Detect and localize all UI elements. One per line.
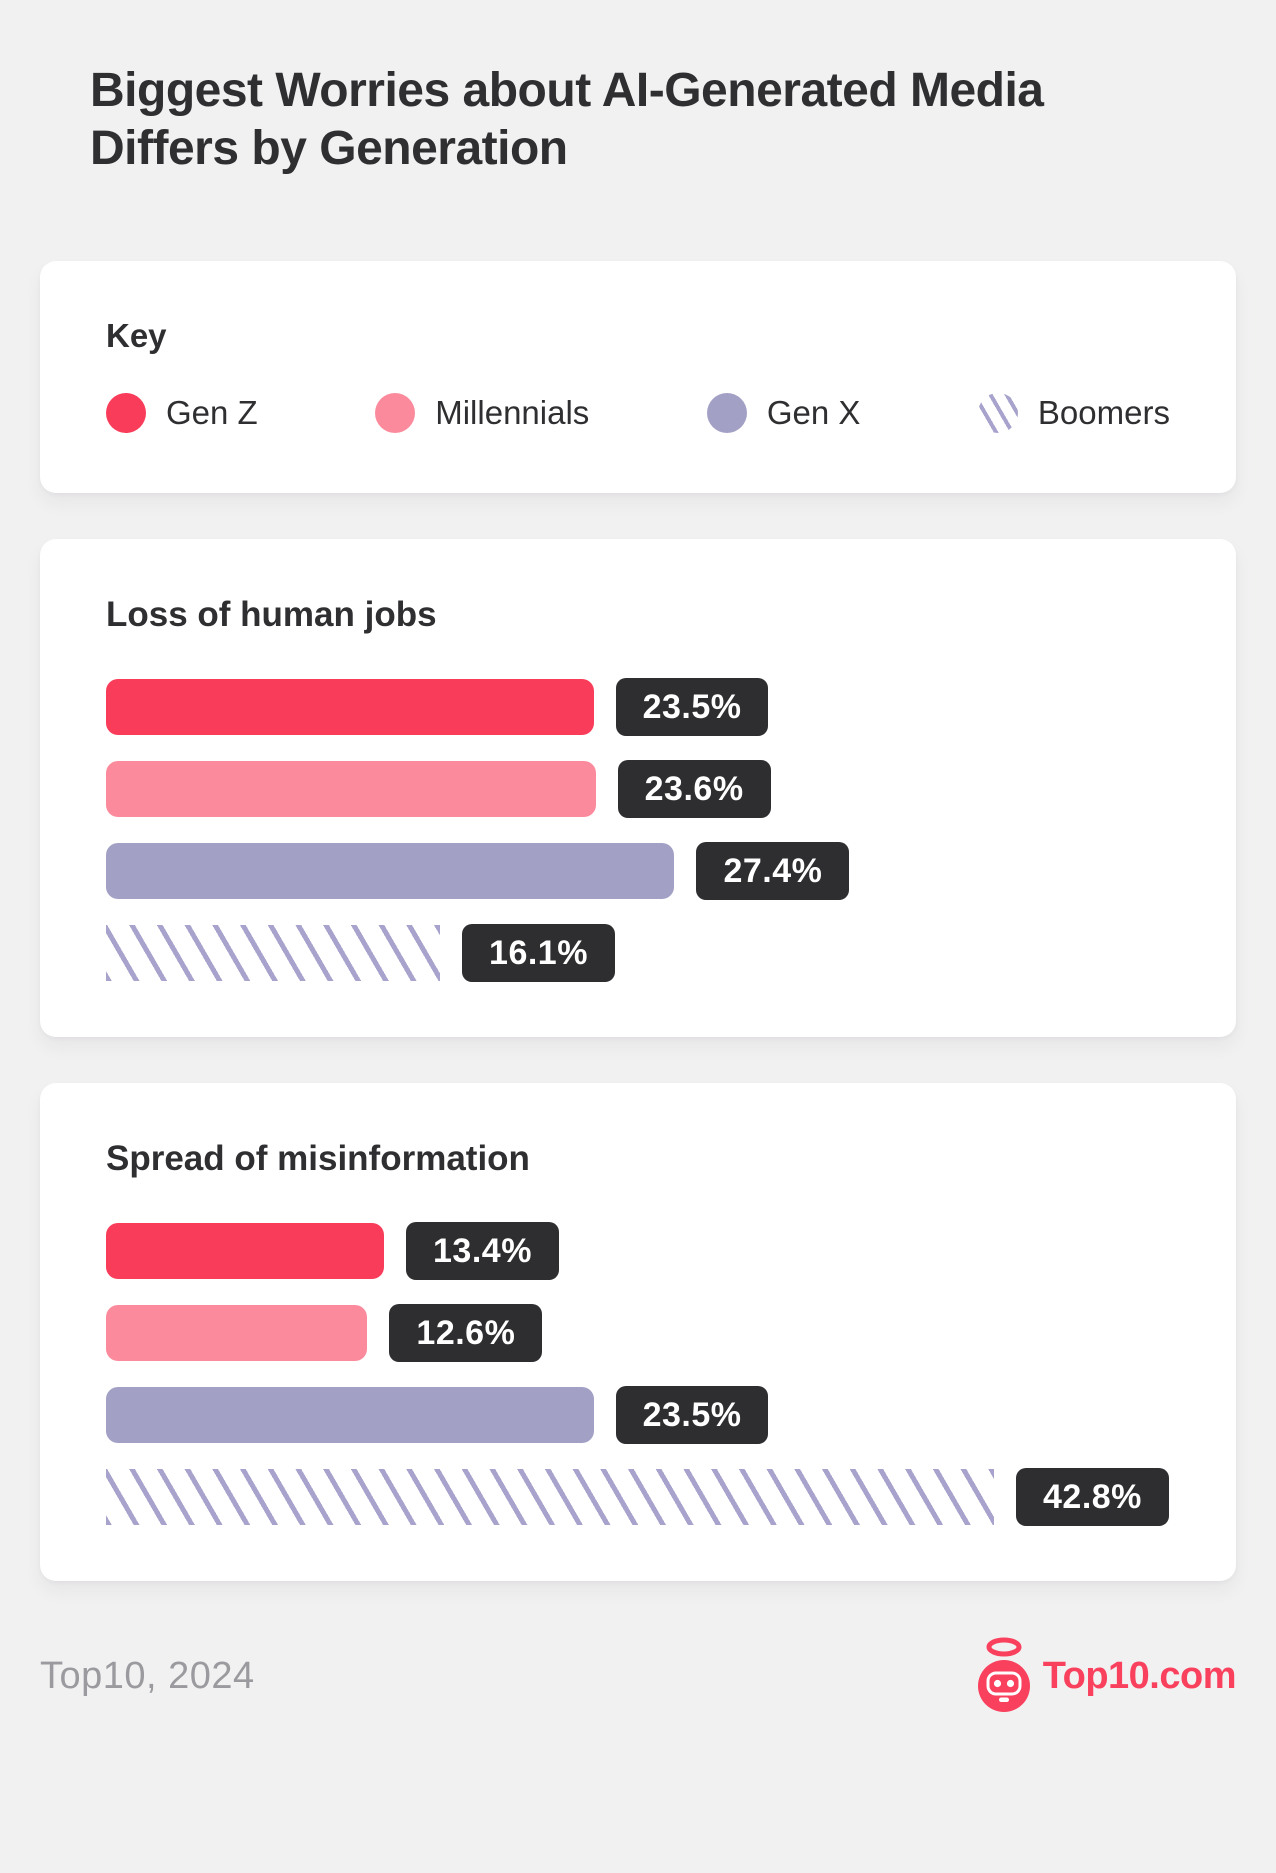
hatch-swatch-icon xyxy=(977,393,1018,434)
circle-swatch-icon xyxy=(375,393,416,434)
source-text: Top10, 2024 xyxy=(40,1654,255,1697)
value-badge: 23.6% xyxy=(617,760,771,819)
circle-swatch-icon xyxy=(706,393,747,434)
bar-row-gen-z: 13.4% xyxy=(106,1222,1170,1281)
bar-row-gen-x: 23.5% xyxy=(106,1386,1170,1445)
bar-row-millennials: 12.6% xyxy=(106,1304,1170,1363)
brand-name: Top10.com xyxy=(1042,1654,1237,1697)
value-badge: 23.5% xyxy=(615,678,769,737)
value-badge: 42.8% xyxy=(1016,1468,1169,1527)
bar-row-boomers: 42.8% xyxy=(106,1468,1170,1527)
legend-item-boomers: Boomers xyxy=(977,393,1170,434)
legend-heading: Key xyxy=(106,317,167,355)
bar-row-gen-z: 23.5% xyxy=(106,678,1170,737)
value-badge: 16.1% xyxy=(462,924,615,983)
infographic-page: Biggest Worries about AI-Generated Media… xyxy=(0,62,1276,1873)
brand-logo: Top10.com xyxy=(975,1637,1237,1715)
circle-swatch-icon xyxy=(106,393,146,434)
value-badge: 27.4% xyxy=(696,842,850,901)
legend-label-millennials: Millennials xyxy=(435,394,590,432)
bar-boomers xyxy=(106,925,441,982)
bar-gen-z xyxy=(106,1223,385,1280)
legend-item-millennials: Millennials xyxy=(375,393,590,434)
bar-millennials xyxy=(106,1305,368,1362)
bar-row-millennials: 23.6% xyxy=(106,760,1170,819)
bar-gen-x xyxy=(106,843,675,900)
footer: Top10, 2024 Top10.com xyxy=(40,1637,1237,1715)
chart-title-loss-of-human-jobs: Loss of human jobs xyxy=(106,595,437,635)
legend-card: Key Gen Z Millennials Gen X Boomers xyxy=(40,261,1236,494)
bar-chart-spread-of-misinformation: 13.4% 12.6% 23.5% 42.8% xyxy=(106,1222,1170,1527)
legend: Gen Z Millennials Gen X Boomers xyxy=(106,393,1170,434)
bar-boomers xyxy=(106,1469,994,1526)
value-badge: 23.5% xyxy=(615,1386,769,1445)
bar-gen-z xyxy=(106,679,594,736)
chart-title-spread-of-misinformation: Spread of misinformation xyxy=(106,1139,530,1179)
page-title: Biggest Worries about AI-Generated Media… xyxy=(90,64,1044,175)
bar-row-gen-x: 27.4% xyxy=(106,842,1170,901)
robot-icon xyxy=(977,1637,1030,1713)
legend-item-gen-x: Gen X xyxy=(706,393,861,434)
chart-card-loss-of-human-jobs: Loss of human jobs 23.5% 23.6% 27.4% 16.1% xyxy=(40,539,1236,1038)
bar-millennials xyxy=(106,761,596,818)
value-badge: 13.4% xyxy=(406,1222,559,1281)
chart-card-spread-of-misinformation: Spread of misinformation 13.4% 12.6% 23.5%… xyxy=(40,1083,1236,1582)
legend-label-boomers: Boomers xyxy=(1037,394,1170,432)
value-badge: 12.6% xyxy=(389,1304,543,1363)
legend-label-gen-x: Gen X xyxy=(766,394,861,432)
legend-label-gen-z: Gen Z xyxy=(166,394,258,432)
bar-row-boomers: 16.1% xyxy=(106,924,1170,983)
legend-item-gen-z: Gen Z xyxy=(106,393,258,434)
bar-chart-loss-of-human-jobs: 23.5% 23.6% 27.4% 16.1% xyxy=(106,678,1170,983)
bar-gen-x xyxy=(106,1387,594,1444)
